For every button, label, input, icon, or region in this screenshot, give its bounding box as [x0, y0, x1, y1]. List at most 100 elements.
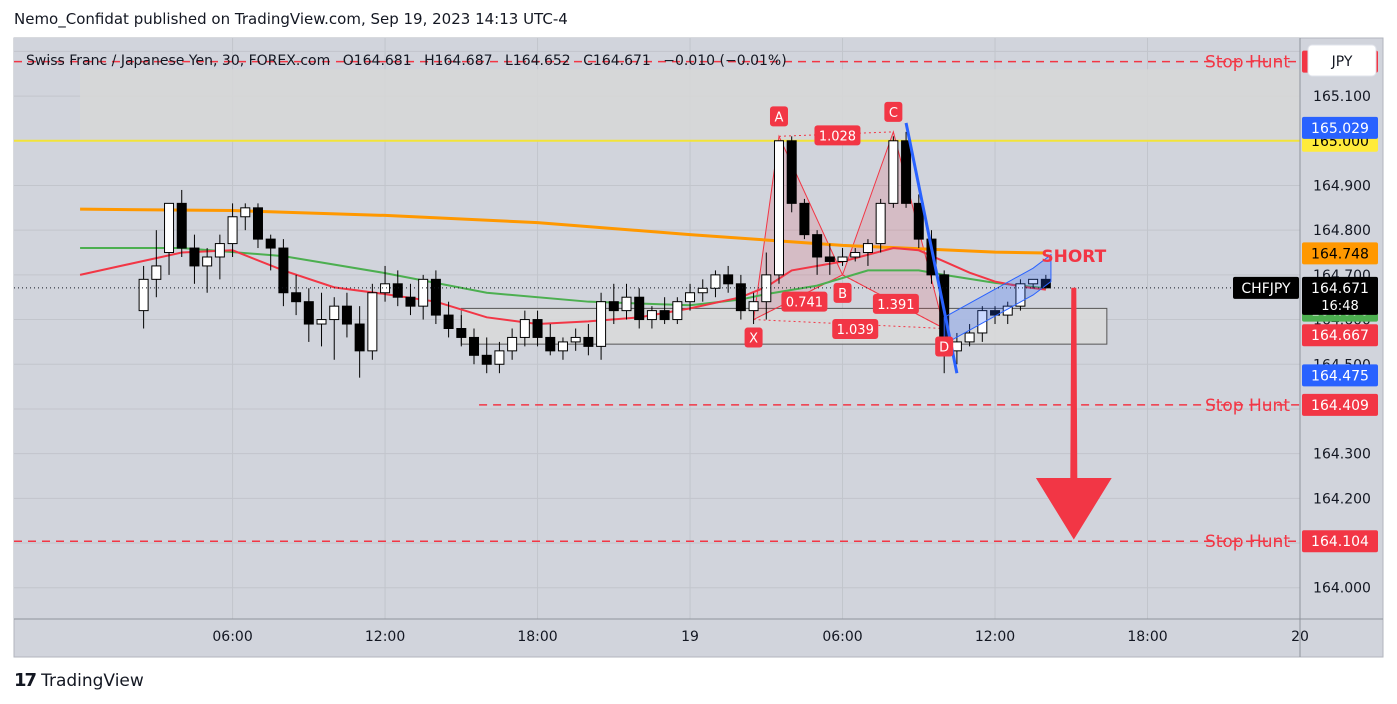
candle-body [138, 278, 149, 312]
candle [481, 337, 492, 374]
candle-body [341, 305, 352, 325]
price-tick-label: 164.000 [1313, 581, 1371, 597]
time-tick-label: 18:00 [517, 629, 557, 645]
candle-body [697, 287, 708, 294]
price-levels: Stop Hunt Stop Hunt Stop Hunt [14, 53, 1300, 552]
level-label-0: Stop Hunt [1205, 53, 1290, 73]
candle [964, 324, 975, 347]
candle-body [507, 336, 518, 352]
candle [507, 328, 518, 360]
candle [850, 248, 861, 262]
candle-body [621, 296, 632, 312]
harmonic-ratio-line-0 [753, 274, 843, 321]
candle [621, 283, 632, 320]
candle-body [214, 243, 225, 258]
level-badge-3-box [1302, 530, 1378, 553]
low-value: 164.652 [513, 53, 571, 69]
harmonic-point-C-box [884, 101, 903, 122]
candle-body [646, 310, 657, 321]
time-tick-label: 18:00 [1127, 629, 1167, 645]
candle-body [926, 238, 937, 276]
trend-line [904, 122, 959, 374]
low-label: L [505, 53, 513, 69]
candle-body [735, 283, 746, 312]
candle-body [519, 319, 530, 338]
harmonic-point-C: C [889, 106, 898, 121]
price-badge-0: 165.029 [1311, 121, 1369, 137]
candle-body [164, 202, 175, 254]
countdown: 16:48 [1321, 299, 1358, 314]
candle [710, 270, 721, 298]
candle [799, 198, 810, 240]
symbol-description: Swiss Franc / Japanese Yen, 30, FOREX.co… [26, 53, 330, 69]
candle-body [291, 292, 302, 303]
candle-body [888, 140, 899, 204]
candle [494, 341, 505, 374]
currency-button[interactable]: JPY [1307, 44, 1377, 77]
harmonic-point-D: D [939, 341, 949, 356]
candle-body [583, 336, 594, 347]
candle-body [672, 301, 683, 321]
candle-body [316, 319, 327, 325]
candle [646, 306, 657, 329]
candle [977, 306, 988, 342]
high-value: 164.687 [435, 53, 493, 69]
candle-body [685, 292, 696, 303]
price-badge-1: 164.748 [1311, 246, 1369, 262]
candle-body [329, 305, 340, 321]
candle-body [990, 310, 1001, 316]
candle-body [977, 310, 988, 334]
candle [545, 324, 556, 356]
harmonic-ratio-line-1 [778, 131, 894, 137]
candle-body [951, 341, 962, 352]
drawings: SHORT [14, 122, 1300, 540]
candle [354, 306, 365, 378]
candle-body [570, 336, 581, 343]
currency-button-label[interactable]: JPY [1331, 54, 1353, 70]
candle [519, 310, 530, 347]
candle [634, 288, 645, 329]
candle-body [545, 336, 556, 352]
candle-body [265, 238, 276, 249]
publish-info: Nemo_Confidat published on TradingView.c… [14, 10, 568, 28]
last-price-value: 164.671 [1311, 281, 1369, 297]
last-price-box [1302, 276, 1378, 315]
time-tick-label: 20 [1291, 629, 1309, 645]
candle-body [1040, 278, 1051, 289]
price-tick-label: 165.100 [1313, 89, 1371, 105]
candle-body [227, 216, 238, 245]
candle-body [786, 140, 797, 204]
time-axis[interactable]: 06:00 12:00 18:00 19 06:00 12:00 18:00 20 [212, 629, 1309, 645]
candle-body [634, 296, 645, 321]
price-badge-4: 164.475 [1311, 368, 1369, 384]
ohlc-legend: Swiss Franc / Japanese Yen, 30, FOREX.co… [26, 53, 787, 69]
candle [1040, 274, 1051, 289]
harmonic-ratio-box-2 [872, 293, 919, 314]
candle-body [494, 350, 505, 365]
harmonic-ratio-line-2 [842, 274, 945, 329]
price-badge-0-box [1302, 116, 1378, 139]
harmonic-ratio-box-0 [814, 125, 861, 146]
close-value: 164.671 [593, 53, 651, 69]
candle [214, 234, 225, 280]
candle [748, 292, 759, 325]
tradingview-brand[interactable]: TradingView [41, 670, 144, 691]
candle-body [723, 274, 734, 285]
candle [824, 243, 835, 275]
harmonic-point-X-box [744, 327, 763, 348]
candle-body [532, 319, 543, 338]
candle-body [964, 332, 975, 343]
candle [812, 230, 823, 275]
harmonic-ratio-box-3 [832, 318, 879, 339]
candle [430, 270, 441, 325]
tradingview-logo-icon[interactable]: 17 [14, 670, 37, 691]
candle-body [392, 283, 403, 298]
open-value: 164.681 [354, 53, 412, 69]
candle-body [481, 354, 492, 365]
price-tick-label: 164.200 [1313, 491, 1371, 507]
candle [990, 306, 1001, 325]
candle-body [418, 278, 429, 307]
candle-body [354, 323, 365, 352]
